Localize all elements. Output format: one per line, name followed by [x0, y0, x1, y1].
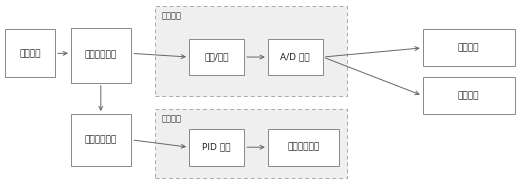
Bar [71, 28, 131, 83]
Bar [155, 6, 346, 96]
Bar [155, 109, 346, 178]
Bar [71, 114, 131, 166]
Text: 信号采集装置: 信号采集装置 [85, 51, 117, 60]
Bar [268, 129, 339, 166]
Text: 接收装置: 接收装置 [458, 43, 479, 52]
Text: 感应装置: 感应装置 [19, 49, 41, 58]
Text: 控制装置: 控制装置 [161, 114, 181, 123]
Bar [268, 39, 323, 75]
Text: 发送装置: 发送装置 [458, 91, 479, 100]
Text: 改变采样频率: 改变采样频率 [287, 143, 319, 152]
Text: 放大/滤波: 放大/滤波 [204, 53, 229, 61]
Bar [189, 129, 244, 166]
Text: A/D 转换: A/D 转换 [280, 53, 310, 61]
Text: 处理装置: 处理装置 [161, 11, 181, 20]
Bar [5, 29, 55, 77]
Text: 驱动执行装置: 驱动执行装置 [85, 135, 117, 144]
Bar [189, 39, 244, 75]
Bar [423, 77, 514, 114]
Text: PID 控制: PID 控制 [202, 143, 231, 152]
Bar [423, 29, 514, 66]
